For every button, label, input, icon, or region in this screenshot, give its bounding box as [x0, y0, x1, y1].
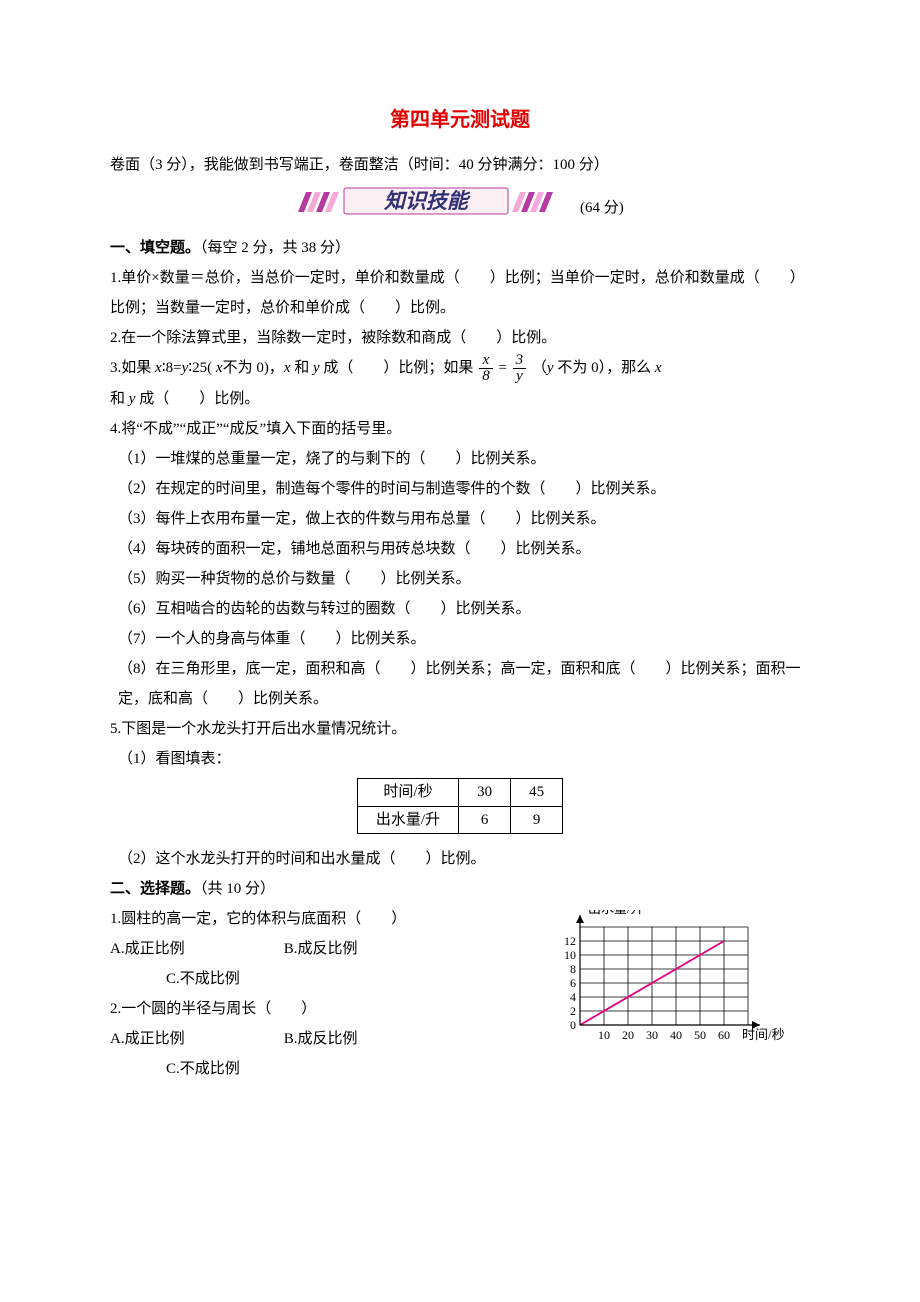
section1-title: 一、填空题。	[110, 240, 200, 256]
svg-text:12: 12	[564, 934, 576, 948]
svg-text:0: 0	[570, 1018, 576, 1032]
svg-text:出水量/升: 出水量/升	[588, 910, 644, 916]
svg-text:20: 20	[622, 1028, 634, 1042]
svg-text:2: 2	[570, 1004, 576, 1018]
svg-text:40: 40	[670, 1028, 682, 1042]
table-cell: 6	[459, 806, 511, 834]
svg-text:6: 6	[570, 976, 576, 990]
var-x4: x	[655, 360, 662, 376]
q1-3-e: 和	[290, 360, 313, 376]
q1-4-4: （4）每块砖的面积一定，铺地总面积与用砖总块数（ ）比例关系。	[110, 534, 810, 564]
svg-text:时间/秒: 时间/秒	[742, 1027, 785, 1042]
q1-3-i: 和	[110, 391, 129, 407]
svg-text:知识技能: 知识技能	[383, 189, 471, 213]
q1-3-d: 不为 0)，	[223, 360, 284, 376]
q1-4-5: （5）购买一种货物的总价与数量（ ）比例关系。	[110, 564, 810, 594]
var-y2: y	[313, 360, 320, 376]
section2-note: （共 10 分）	[200, 881, 275, 897]
opt-b: B.成反比例	[284, 1024, 358, 1054]
svg-text:4: 4	[570, 990, 576, 1004]
page-subtitle: 卷面（3 分），我能做到书写端正，卷面整洁（时间：40 分钟满分：100 分）	[110, 150, 810, 180]
q1-4-6: （6）互相啮合的齿轮的齿数与转过的圈数（ ）比例关系。	[110, 594, 810, 624]
svg-text:50: 50	[694, 1028, 706, 1042]
q1-3-j: 成（ ）比例。	[135, 391, 259, 407]
table-cell: 30	[459, 779, 511, 807]
opt-a: A.成正比例	[110, 1024, 280, 1054]
q2-1: 1.圆柱的高一定，它的体积与底面积（ ）	[110, 904, 540, 934]
svg-text:8: 8	[570, 962, 576, 976]
q1-5-1: （1）看图填表：	[110, 744, 810, 774]
page-title: 第四单元测试题	[110, 100, 810, 140]
svg-text:10: 10	[564, 948, 576, 962]
table-row: 时间/秒 30 45	[357, 779, 562, 807]
q2-2-opts: A.成正比例 B.成反比例 C.不成比例	[110, 1024, 540, 1084]
q1-4-1: （1）一堆煤的总重量一定，烧了的与剩下的（ ）比例关系。	[110, 444, 810, 474]
svg-text:60: 60	[718, 1028, 730, 1042]
q1-5-2: （2）这个水龙头打开的时间和出水量成（ ）比例。	[110, 844, 810, 874]
opt-c: C.不成比例	[110, 964, 540, 994]
section-banner: 知识技能	[296, 186, 556, 229]
banner-score: (64 分)	[580, 193, 624, 223]
q1-3-b: ∶8=	[162, 360, 182, 376]
var-x2: x	[216, 360, 223, 376]
q1-4-2: （2）在规定的时间里，制造每个零件的时间与制造零件的个数（ ）比例关系。	[110, 474, 810, 504]
q1-3-f: 成（ ）比例；如果	[320, 360, 474, 376]
q1-1: 1.单价×数量＝总价，当总价一定时，单价和数量成（ ）比例；当单价一定时，总价和…	[110, 263, 810, 323]
table-cell: 出水量/升	[357, 806, 458, 834]
q1-4-head: 4.将“不成”“成正”“成反”填入下面的括号里。	[110, 414, 810, 444]
fraction-3y: 3y	[513, 353, 527, 384]
banner-graphic: 知识技能	[296, 186, 556, 218]
fraction-x8: x8	[479, 353, 493, 384]
section1-head: 一、填空题。（每空 2 分，共 38 分）	[110, 233, 810, 263]
chart-container: 024681012102030405060出水量/升时间/秒	[540, 904, 810, 1071]
q1-3-g: （	[532, 360, 547, 376]
q1-3-h: 不为 0），那么	[554, 360, 655, 376]
q1-4-3: （3）每件上衣用布量一定，做上衣的件数与用布总量（ ）比例关系。	[110, 504, 810, 534]
var-y3: y	[547, 360, 554, 376]
q2-2: 2.一个圆的半径与周长（ ）	[110, 994, 540, 1024]
table-cell: 时间/秒	[357, 779, 458, 807]
q1-3-c: ∶25(	[188, 360, 216, 376]
data-table: 时间/秒 30 45 出水量/升 6 9	[357, 778, 563, 834]
q1-3: 3.如果 x∶8=y∶25( x不为 0)，x 和 y 成（ ）比例；如果 x8…	[110, 353, 810, 384]
table-cell: 45	[511, 779, 563, 807]
q1-2: 2.在一个除法算式里，当除数一定时，被除数和商成（ ）比例。	[110, 323, 810, 353]
opt-b: B.成反比例	[284, 934, 358, 964]
section1-note: （每空 2 分，共 38 分）	[200, 240, 350, 256]
section2-title: 二、选择题。	[110, 881, 200, 897]
section2-left: 1.圆柱的高一定，它的体积与底面积（ ） A.成正比例 B.成反比例 C.不成比…	[110, 904, 540, 1084]
q1-3-line2: 和 y 成（ ）比例。	[110, 384, 810, 414]
line-chart: 024681012102030405060出水量/升时间/秒	[550, 910, 810, 1060]
q1-4-8: （8）在三角形里，底一定，面积和高（ ）比例关系；高一定，面积和底（ ）比例关系…	[110, 654, 810, 714]
table-cell: 9	[511, 806, 563, 834]
q1-4-7: （7）一个人的身高与体重（ ）比例关系。	[110, 624, 810, 654]
banner-row: 知识技能 (64 分)	[110, 186, 810, 229]
opt-a: A.成正比例	[110, 934, 280, 964]
section2-head: 二、选择题。（共 10 分）	[110, 874, 810, 904]
q1-3-a: 3.如果	[110, 360, 155, 376]
section2-body: 1.圆柱的高一定，它的体积与底面积（ ） A.成正比例 B.成反比例 C.不成比…	[110, 904, 810, 1084]
q1-5-head: 5.下图是一个水龙头打开后出水量情况统计。	[110, 714, 810, 744]
opt-c: C.不成比例	[110, 1054, 540, 1084]
var-x: x	[155, 360, 162, 376]
q2-1-opts: A.成正比例 B.成反比例 C.不成比例	[110, 934, 540, 994]
svg-text:10: 10	[598, 1028, 610, 1042]
table-row: 出水量/升 6 9	[357, 806, 562, 834]
svg-text:30: 30	[646, 1028, 658, 1042]
